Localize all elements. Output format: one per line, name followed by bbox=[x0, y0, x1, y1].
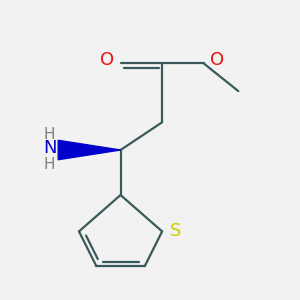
Text: S: S bbox=[170, 222, 182, 240]
Text: O: O bbox=[100, 51, 114, 69]
Text: O: O bbox=[211, 51, 225, 69]
Text: N: N bbox=[43, 139, 56, 157]
Polygon shape bbox=[58, 140, 121, 160]
Text: H: H bbox=[44, 157, 55, 172]
Text: H: H bbox=[44, 127, 55, 142]
